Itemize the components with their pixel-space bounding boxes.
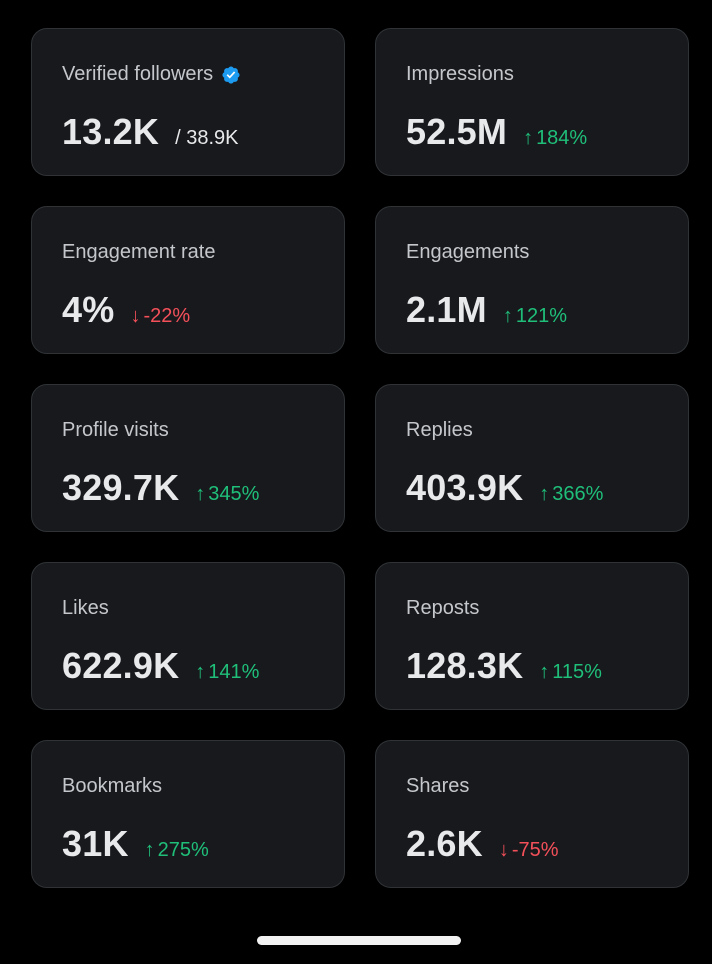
metric-change: ↓ -75% [499,839,559,862]
metric-label-row: Reposts [406,597,479,620]
arrow-up-icon: ↑ [195,661,206,683]
metric-label-row: Likes [62,597,109,620]
metric-label-row: Verified followers [62,63,241,86]
metric-change: ↑ 184% [523,127,587,150]
metric-label-row: Engagements [406,241,529,264]
arrow-up-icon: ↑ [502,305,513,327]
metric-card-bookmarks[interactable]: Bookmarks 31K ↑ 275% [31,740,345,888]
metric-value: 622.9K [62,645,180,686]
metric-label: Engagements [406,241,530,263]
metric-value: 2.6K [406,823,483,864]
home-indicator[interactable] [257,936,461,945]
metric-label: Impressions [406,63,514,85]
arrow-down-icon: ↓ [498,839,509,861]
metric-label: Replies [406,419,473,441]
metric-change-value: 121% [515,305,567,327]
metric-value-row: 4% ↓ -22% [62,289,190,331]
metric-label-row: Profile visits [62,419,169,442]
metric-change-value: 184% [536,127,588,149]
metric-card-replies[interactable]: Replies 403.9K ↑ 366% [375,384,689,532]
metric-value: 13.2K [62,111,160,152]
metric-card-likes[interactable]: Likes 622.9K ↑ 141% [31,562,345,710]
metric-change-value: -75% [511,839,559,861]
arrow-up-icon: ↑ [144,839,155,861]
metric-change: ↑ 366% [539,483,603,506]
metric-value: 329.7K [62,467,180,508]
metric-value: 31K [62,823,129,864]
arrow-up-icon: ↑ [195,483,206,505]
metrics-grid: Verified followers 13.2K / 38.9K Impress… [31,28,689,888]
verified-badge-icon [222,65,240,84]
metric-card-profile-visits[interactable]: Profile visits 329.7K ↑ 345% [31,384,345,532]
metric-change: ↑ 141% [195,661,259,684]
metric-change: ↓ -22% [130,305,190,328]
metric-value-row: 622.9K ↑ 141% [62,645,259,687]
metric-label: Reposts [406,597,480,619]
metric-label: Likes [62,597,109,619]
metric-change-value: 141% [208,661,260,683]
metric-value-row: 31K ↑ 275% [62,823,209,865]
metric-label-row: Shares [406,775,469,798]
metric-change: ↑ 115% [539,661,602,684]
metric-change: ↑ 275% [145,839,209,862]
metric-value: 403.9K [406,467,524,508]
arrow-up-icon: ↑ [539,661,550,683]
metric-label: Shares [406,775,470,797]
metric-card-shares[interactable]: Shares 2.6K ↓ -75% [375,740,689,888]
metric-value: 2.1M [406,289,487,330]
metric-change: ↑ 345% [195,483,259,506]
metric-value-row: 52.5M ↑ 184% [406,111,587,153]
metric-card-verified-followers[interactable]: Verified followers 13.2K / 38.9K [31,28,345,176]
metric-label-row: Impressions [406,63,514,86]
metric-value-row: 128.3K ↑ 115% [406,645,602,687]
metric-value: 52.5M [406,111,508,152]
metric-value-row: 2.1M ↑ 121% [406,289,567,331]
metric-value-row: 2.6K ↓ -75% [406,823,559,865]
metric-card-impressions[interactable]: Impressions 52.5M ↑ 184% [375,28,689,176]
metric-change-value: -22% [143,305,191,327]
metric-label: Bookmarks [62,775,163,797]
metric-change: ↑ 121% [503,305,567,328]
metric-label: Profile visits [62,419,169,441]
metric-change-value: 345% [208,483,260,505]
metric-label: Engagement rate [62,241,216,263]
metric-total: / 38.9K [175,127,239,149]
metric-change-value: 366% [552,483,604,505]
arrow-up-icon: ↑ [523,127,534,149]
metric-change-value: 275% [157,839,209,861]
arrow-up-icon: ↑ [539,483,550,505]
metric-value: 4% [62,289,115,330]
metric-label-row: Bookmarks [62,775,162,798]
metric-label-row: Engagement rate [62,241,215,264]
metric-label-row: Replies [406,419,473,442]
metric-value-row: 329.7K ↑ 345% [62,467,259,509]
metric-change-value: 115% [552,661,602,683]
arrow-down-icon: ↓ [130,305,141,327]
metric-value: 128.3K [406,645,524,686]
metric-value-row: 13.2K / 38.9K [62,111,238,153]
metric-value-row: 403.9K ↑ 366% [406,467,603,509]
metric-card-engagement-rate[interactable]: Engagement rate 4% ↓ -22% [31,206,345,354]
metric-card-reposts[interactable]: Reposts 128.3K ↑ 115% [375,562,689,710]
metric-label: Verified followers [62,63,214,85]
metric-card-engagements[interactable]: Engagements 2.1M ↑ 121% [375,206,689,354]
